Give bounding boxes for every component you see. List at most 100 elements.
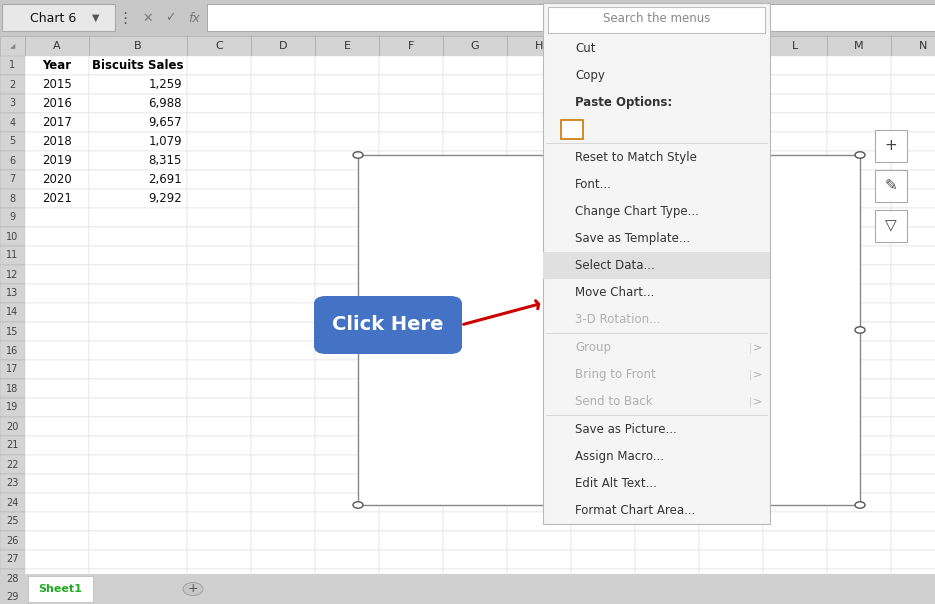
FancyBboxPatch shape — [25, 170, 89, 189]
Text: >: > — [753, 396, 762, 406]
FancyBboxPatch shape — [891, 246, 935, 265]
FancyBboxPatch shape — [379, 455, 443, 474]
FancyBboxPatch shape — [507, 36, 571, 56]
FancyBboxPatch shape — [507, 417, 571, 436]
FancyBboxPatch shape — [89, 36, 187, 56]
FancyBboxPatch shape — [443, 360, 507, 379]
FancyBboxPatch shape — [25, 474, 89, 493]
FancyBboxPatch shape — [0, 493, 25, 512]
FancyBboxPatch shape — [443, 512, 507, 531]
Text: 9,292: 9,292 — [149, 192, 182, 205]
FancyBboxPatch shape — [89, 569, 187, 588]
FancyBboxPatch shape — [891, 474, 935, 493]
FancyBboxPatch shape — [187, 246, 251, 265]
FancyBboxPatch shape — [507, 303, 571, 322]
FancyBboxPatch shape — [891, 379, 935, 398]
FancyBboxPatch shape — [25, 36, 89, 56]
FancyBboxPatch shape — [251, 398, 315, 417]
FancyBboxPatch shape — [699, 303, 763, 322]
Text: 26: 26 — [7, 536, 19, 545]
FancyBboxPatch shape — [89, 588, 187, 604]
FancyBboxPatch shape — [891, 170, 935, 189]
FancyBboxPatch shape — [827, 36, 891, 56]
Text: Copy: Copy — [575, 69, 605, 82]
FancyBboxPatch shape — [507, 588, 571, 604]
FancyBboxPatch shape — [763, 227, 827, 246]
Text: H: H — [535, 41, 543, 51]
FancyBboxPatch shape — [571, 208, 635, 227]
FancyBboxPatch shape — [443, 189, 507, 208]
FancyBboxPatch shape — [443, 493, 507, 512]
FancyBboxPatch shape — [443, 265, 507, 284]
FancyBboxPatch shape — [699, 436, 763, 455]
FancyBboxPatch shape — [443, 474, 507, 493]
Text: Edit Alt Text...: Edit Alt Text... — [575, 477, 657, 490]
FancyBboxPatch shape — [827, 189, 891, 208]
FancyBboxPatch shape — [571, 151, 635, 170]
FancyBboxPatch shape — [699, 360, 763, 379]
FancyBboxPatch shape — [315, 208, 379, 227]
FancyBboxPatch shape — [891, 550, 935, 569]
Text: 3-D Rotation...: 3-D Rotation... — [575, 313, 660, 326]
FancyBboxPatch shape — [315, 341, 379, 360]
FancyBboxPatch shape — [571, 360, 635, 379]
FancyBboxPatch shape — [25, 132, 89, 151]
FancyBboxPatch shape — [25, 379, 89, 398]
FancyBboxPatch shape — [699, 284, 763, 303]
Text: D: D — [279, 41, 287, 51]
FancyBboxPatch shape — [827, 75, 891, 94]
FancyBboxPatch shape — [443, 379, 507, 398]
Text: +: + — [885, 138, 898, 153]
FancyBboxPatch shape — [507, 569, 571, 588]
FancyBboxPatch shape — [251, 56, 315, 75]
FancyBboxPatch shape — [891, 493, 935, 512]
FancyBboxPatch shape — [187, 569, 251, 588]
Text: ✓: ✓ — [165, 11, 175, 25]
FancyBboxPatch shape — [443, 550, 507, 569]
FancyBboxPatch shape — [379, 208, 443, 227]
FancyBboxPatch shape — [251, 36, 315, 56]
FancyBboxPatch shape — [891, 113, 935, 132]
FancyBboxPatch shape — [763, 284, 827, 303]
Text: 1,259: 1,259 — [149, 78, 182, 91]
FancyBboxPatch shape — [763, 512, 827, 531]
FancyBboxPatch shape — [0, 379, 25, 398]
Text: Move Chart...: Move Chart... — [575, 286, 654, 299]
FancyBboxPatch shape — [827, 455, 891, 474]
FancyBboxPatch shape — [443, 341, 507, 360]
FancyBboxPatch shape — [763, 151, 827, 170]
FancyBboxPatch shape — [507, 265, 571, 284]
FancyBboxPatch shape — [699, 588, 763, 604]
FancyBboxPatch shape — [891, 151, 935, 170]
FancyBboxPatch shape — [187, 113, 251, 132]
FancyBboxPatch shape — [89, 227, 187, 246]
FancyBboxPatch shape — [763, 474, 827, 493]
FancyBboxPatch shape — [187, 189, 251, 208]
FancyBboxPatch shape — [507, 246, 571, 265]
FancyBboxPatch shape — [251, 360, 315, 379]
FancyBboxPatch shape — [763, 455, 827, 474]
FancyBboxPatch shape — [89, 303, 187, 322]
FancyBboxPatch shape — [635, 170, 699, 189]
FancyBboxPatch shape — [891, 303, 935, 322]
FancyBboxPatch shape — [187, 341, 251, 360]
FancyBboxPatch shape — [25, 94, 89, 113]
FancyBboxPatch shape — [699, 493, 763, 512]
FancyBboxPatch shape — [25, 227, 89, 246]
FancyBboxPatch shape — [635, 189, 699, 208]
FancyBboxPatch shape — [699, 531, 763, 550]
FancyBboxPatch shape — [25, 113, 89, 132]
FancyBboxPatch shape — [187, 417, 251, 436]
FancyBboxPatch shape — [891, 360, 935, 379]
FancyBboxPatch shape — [571, 113, 635, 132]
FancyBboxPatch shape — [187, 151, 251, 170]
FancyBboxPatch shape — [635, 341, 699, 360]
Text: 6: 6 — [9, 155, 16, 165]
FancyBboxPatch shape — [571, 94, 635, 113]
FancyBboxPatch shape — [571, 379, 635, 398]
FancyBboxPatch shape — [25, 531, 89, 550]
FancyBboxPatch shape — [89, 360, 187, 379]
FancyBboxPatch shape — [763, 436, 827, 455]
FancyBboxPatch shape — [315, 455, 379, 474]
FancyBboxPatch shape — [635, 474, 699, 493]
